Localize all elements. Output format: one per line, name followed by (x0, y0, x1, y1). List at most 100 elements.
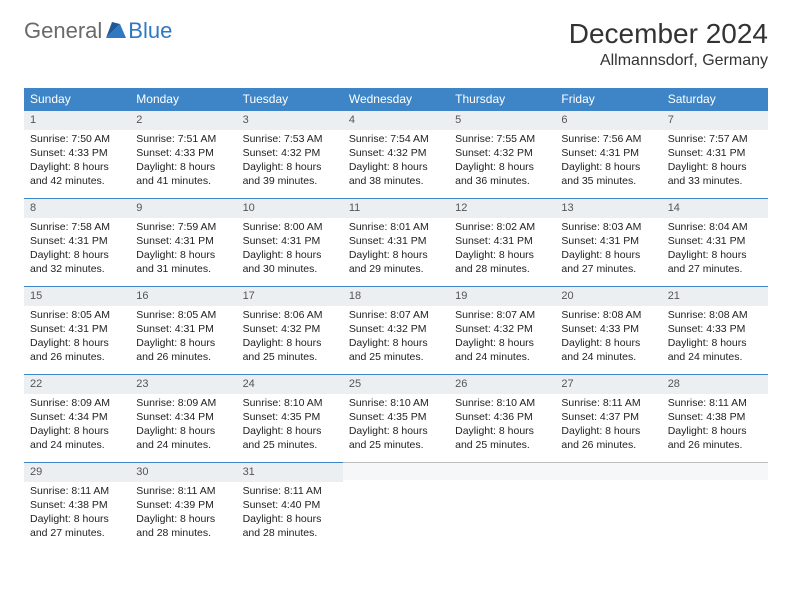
daylight-line: Daylight: 8 hours and 24 minutes. (455, 336, 549, 364)
calendar-day-cell: 10Sunrise: 8:00 AMSunset: 4:31 PMDayligh… (237, 198, 343, 286)
sunrise-line: Sunrise: 7:59 AM (136, 220, 230, 234)
sunset-line: Sunset: 4:31 PM (455, 234, 549, 248)
sunrise-line: Sunrise: 8:00 AM (243, 220, 337, 234)
day-detail: Sunrise: 8:08 AMSunset: 4:33 PMDaylight:… (555, 306, 661, 369)
daylight-line: Daylight: 8 hours and 27 minutes. (668, 248, 762, 276)
calendar-body: 1Sunrise: 7:50 AMSunset: 4:33 PMDaylight… (24, 110, 768, 550)
day-number: 9 (130, 198, 236, 218)
sunrise-line: Sunrise: 8:04 AM (668, 220, 762, 234)
day-detail: Sunrise: 8:04 AMSunset: 4:31 PMDaylight:… (662, 218, 768, 281)
day-detail: Sunrise: 8:09 AMSunset: 4:34 PMDaylight:… (130, 394, 236, 457)
weekday-header-row: Sunday Monday Tuesday Wednesday Thursday… (24, 88, 768, 110)
sunset-line: Sunset: 4:32 PM (349, 322, 443, 336)
month-title: December 2024 (569, 18, 768, 50)
sunset-line: Sunset: 4:33 PM (668, 322, 762, 336)
sunset-line: Sunset: 4:31 PM (136, 322, 230, 336)
sunset-line: Sunset: 4:31 PM (349, 234, 443, 248)
day-number: 2 (130, 110, 236, 130)
title-block: December 2024 Allmannsdorf, Germany (569, 18, 768, 70)
daylight-line: Daylight: 8 hours and 24 minutes. (561, 336, 655, 364)
sunrise-line: Sunrise: 7:55 AM (455, 132, 549, 146)
day-detail: Sunrise: 8:03 AMSunset: 4:31 PMDaylight:… (555, 218, 661, 281)
sunset-line: Sunset: 4:34 PM (136, 410, 230, 424)
page-header: General Blue December 2024 Allmannsdorf,… (24, 18, 768, 70)
day-number: 30 (130, 462, 236, 482)
day-number: 18 (343, 286, 449, 306)
day-number: 7 (662, 110, 768, 130)
day-detail: Sunrise: 8:08 AMSunset: 4:33 PMDaylight:… (662, 306, 768, 369)
day-number: 8 (24, 198, 130, 218)
calendar-day-cell: 19Sunrise: 8:07 AMSunset: 4:32 PMDayligh… (449, 286, 555, 374)
logo-text-blue: Blue (128, 18, 172, 44)
daylight-line: Daylight: 8 hours and 38 minutes. (349, 160, 443, 188)
day-number: 3 (237, 110, 343, 130)
sunrise-line: Sunrise: 8:05 AM (136, 308, 230, 322)
day-number: 16 (130, 286, 236, 306)
daylight-line: Daylight: 8 hours and 31 minutes. (136, 248, 230, 276)
sunrise-line: Sunrise: 8:07 AM (349, 308, 443, 322)
daylight-line: Daylight: 8 hours and 27 minutes. (30, 512, 124, 540)
calendar-week-row: 29Sunrise: 8:11 AMSunset: 4:38 PMDayligh… (24, 462, 768, 550)
daylight-line: Daylight: 8 hours and 25 minutes. (455, 424, 549, 452)
calendar-table: Sunday Monday Tuesday Wednesday Thursday… (24, 88, 768, 550)
day-detail: Sunrise: 8:06 AMSunset: 4:32 PMDaylight:… (237, 306, 343, 369)
logo-text-general: General (24, 18, 102, 44)
calendar-day-cell: 5Sunrise: 7:55 AMSunset: 4:32 PMDaylight… (449, 110, 555, 198)
sunset-line: Sunset: 4:40 PM (243, 498, 337, 512)
day-number: 25 (343, 374, 449, 394)
day-number: 4 (343, 110, 449, 130)
day-number: 31 (237, 462, 343, 482)
weekday-header: Friday (555, 88, 661, 110)
day-detail: Sunrise: 8:10 AMSunset: 4:35 PMDaylight:… (237, 394, 343, 457)
daylight-line: Daylight: 8 hours and 27 minutes. (561, 248, 655, 276)
sunrise-line: Sunrise: 8:10 AM (243, 396, 337, 410)
calendar-day-cell: 24Sunrise: 8:10 AMSunset: 4:35 PMDayligh… (237, 374, 343, 462)
sunset-line: Sunset: 4:33 PM (561, 322, 655, 336)
day-number: 27 (555, 374, 661, 394)
sunset-line: Sunset: 4:31 PM (30, 234, 124, 248)
day-number: 24 (237, 374, 343, 394)
day-number: 11 (343, 198, 449, 218)
calendar-day-cell: 18Sunrise: 8:07 AMSunset: 4:32 PMDayligh… (343, 286, 449, 374)
calendar-day-cell: 20Sunrise: 8:08 AMSunset: 4:33 PMDayligh… (555, 286, 661, 374)
daylight-line: Daylight: 8 hours and 26 minutes. (561, 424, 655, 452)
calendar-day-cell: 4Sunrise: 7:54 AMSunset: 4:32 PMDaylight… (343, 110, 449, 198)
day-detail: Sunrise: 8:01 AMSunset: 4:31 PMDaylight:… (343, 218, 449, 281)
sunset-line: Sunset: 4:31 PM (136, 234, 230, 248)
location-label: Allmannsdorf, Germany (569, 52, 768, 70)
day-detail: Sunrise: 7:56 AMSunset: 4:31 PMDaylight:… (555, 130, 661, 193)
day-detail: Sunrise: 8:10 AMSunset: 4:36 PMDaylight:… (449, 394, 555, 457)
daylight-line: Daylight: 8 hours and 26 minutes. (30, 336, 124, 364)
day-detail: Sunrise: 8:11 AMSunset: 4:40 PMDaylight:… (237, 482, 343, 545)
calendar-day-cell: 21Sunrise: 8:08 AMSunset: 4:33 PMDayligh… (662, 286, 768, 374)
sunset-line: Sunset: 4:32 PM (349, 146, 443, 160)
day-number: 14 (662, 198, 768, 218)
calendar-day-cell: 11Sunrise: 8:01 AMSunset: 4:31 PMDayligh… (343, 198, 449, 286)
day-number: 6 (555, 110, 661, 130)
sunrise-line: Sunrise: 8:10 AM (455, 396, 549, 410)
empty-day (343, 462, 449, 480)
sunset-line: Sunset: 4:32 PM (455, 322, 549, 336)
weekday-header: Sunday (24, 88, 130, 110)
calendar-day-cell: 9 Sunrise: 7:59 AMSunset: 4:31 PMDaylight… (130, 198, 236, 286)
empty-day (449, 462, 555, 480)
day-number: 21 (662, 286, 768, 306)
sunset-line: Sunset: 4:35 PM (243, 410, 337, 424)
sunset-line: Sunset: 4:31 PM (668, 234, 762, 248)
day-detail: Sunrise: 8:11 AMSunset: 4:39 PMDaylight:… (130, 482, 236, 545)
calendar-day-cell: 26Sunrise: 8:10 AMSunset: 4:36 PMDayligh… (449, 374, 555, 462)
sunrise-line: Sunrise: 8:11 AM (561, 396, 655, 410)
sunrise-line: Sunrise: 8:06 AM (243, 308, 337, 322)
sunset-line: Sunset: 4:38 PM (30, 498, 124, 512)
sunset-line: Sunset: 4:31 PM (30, 322, 124, 336)
logo-mark-icon (106, 20, 126, 43)
sunset-line: Sunset: 4:33 PM (30, 146, 124, 160)
sunrise-line: Sunrise: 8:09 AM (30, 396, 124, 410)
weekday-header: Monday (130, 88, 236, 110)
day-detail: Sunrise: 7:58 AMSunset: 4:31 PMDaylight:… (24, 218, 130, 281)
sunrise-line: Sunrise: 7:51 AM (136, 132, 230, 146)
sunrise-line: Sunrise: 7:56 AM (561, 132, 655, 146)
sunrise-line: Sunrise: 8:02 AM (455, 220, 549, 234)
calendar-day-cell: 15Sunrise: 8:05 AMSunset: 4:31 PMDayligh… (24, 286, 130, 374)
day-number: 10 (237, 198, 343, 218)
